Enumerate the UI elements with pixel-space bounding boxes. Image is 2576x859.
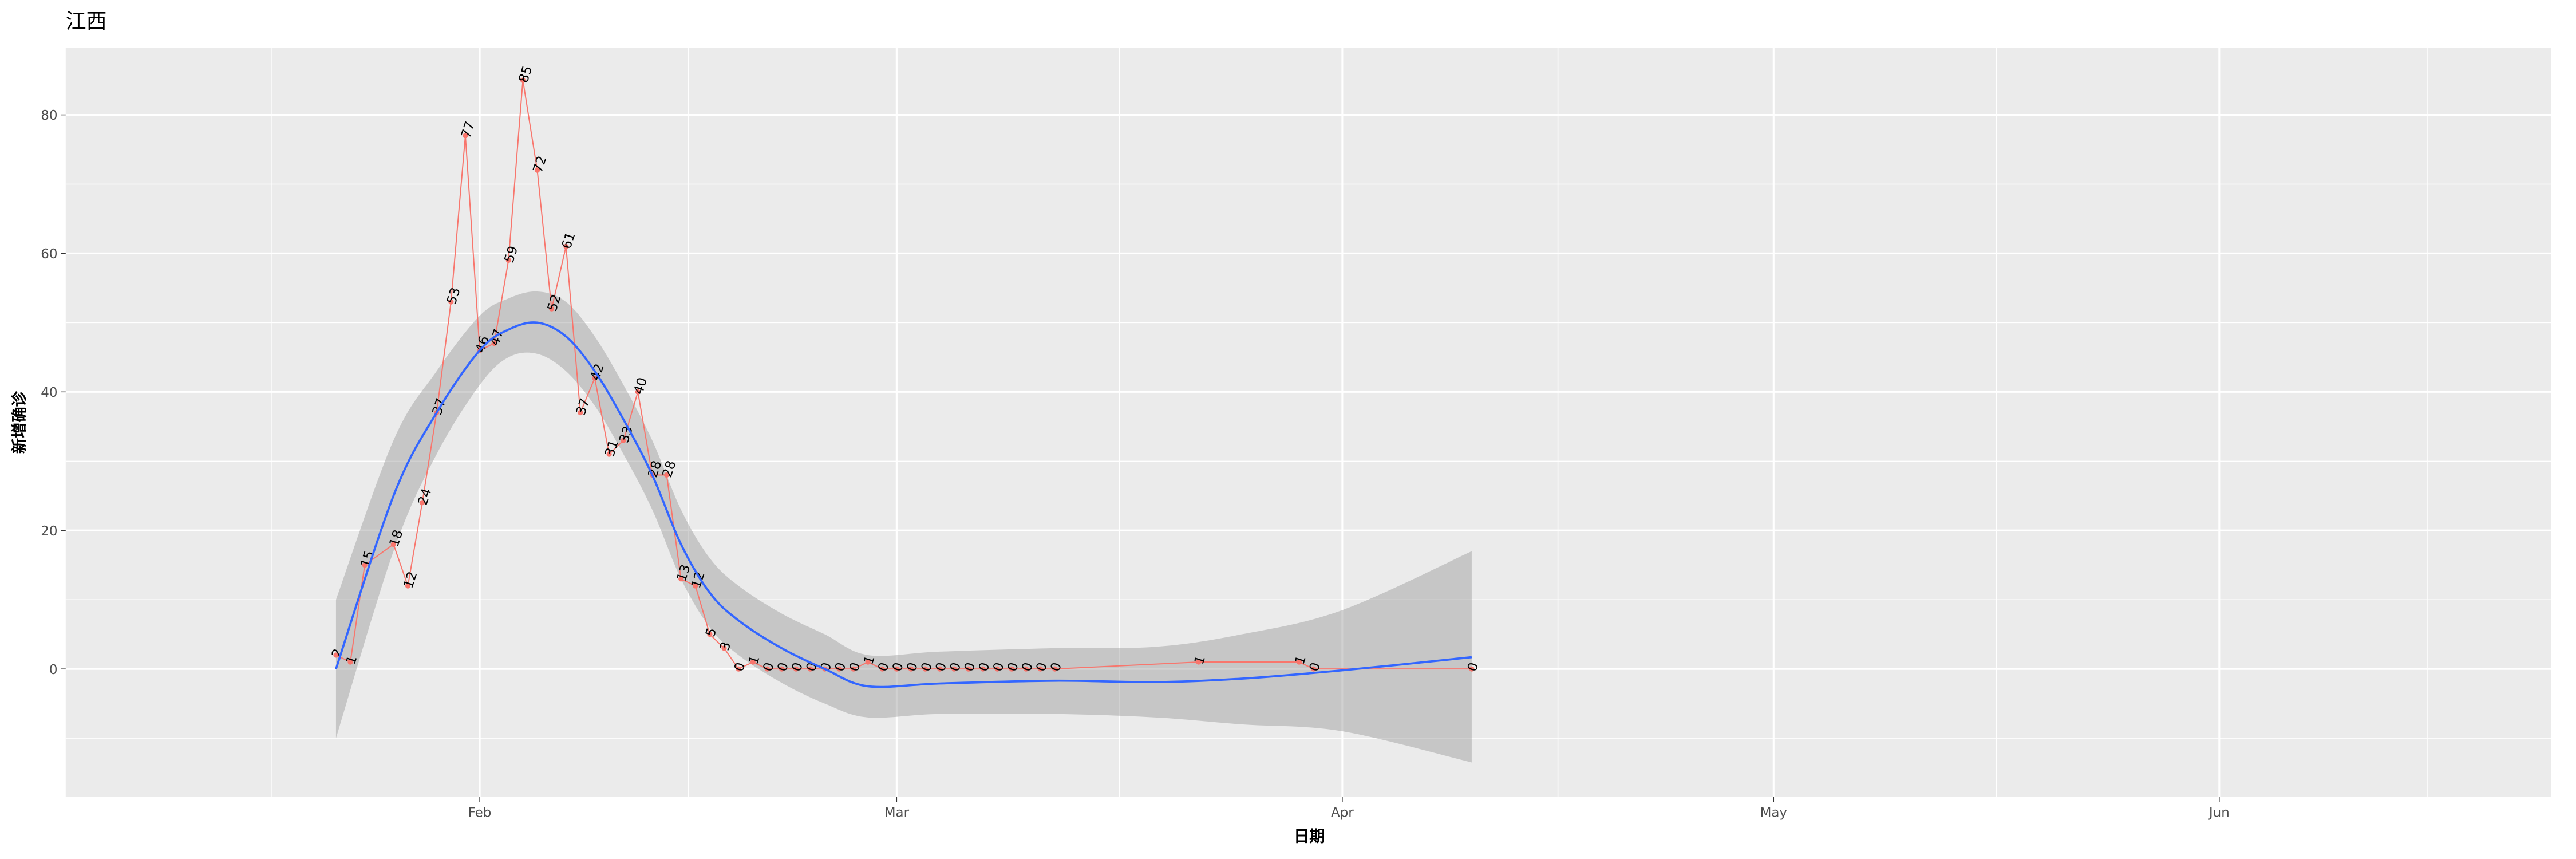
data-label: 0 <box>760 661 777 673</box>
y-tick-label: 80 <box>41 108 57 123</box>
data-label: 0 <box>962 661 978 673</box>
data-label: 0 <box>832 661 849 673</box>
smooth-line <box>335 321 1472 688</box>
data-point <box>534 167 540 173</box>
data-point <box>879 666 885 672</box>
data-point <box>1296 659 1302 665</box>
data-point <box>851 666 856 672</box>
data-point <box>463 133 468 139</box>
data-label: 1 <box>343 654 360 667</box>
x-tick-label: May <box>1760 805 1787 820</box>
data-label: 0 <box>732 661 748 673</box>
data-point <box>448 299 454 305</box>
data-point <box>1469 666 1475 672</box>
data-point <box>1196 659 1202 665</box>
data-point <box>390 541 396 547</box>
data-label: 0 <box>1465 661 1481 673</box>
y-tick-label: 40 <box>41 385 57 400</box>
data-label: 0 <box>890 661 907 673</box>
data-point <box>1023 666 1029 672</box>
data-label: 0 <box>1307 661 1323 673</box>
x-tick-label: Apr <box>1331 805 1354 820</box>
y-tick-label: 0 <box>49 663 58 677</box>
data-label: 0 <box>789 661 806 673</box>
data-label: 0 <box>818 661 835 673</box>
data-label: 1 <box>1192 654 1208 667</box>
data-point <box>606 451 612 457</box>
data-point <box>1009 666 1014 672</box>
data-label: 3 <box>717 640 734 653</box>
data-label: 5 <box>703 626 720 639</box>
data-label: 0 <box>804 661 820 673</box>
data-label: 0 <box>775 661 792 673</box>
data-point <box>736 666 741 672</box>
data-point <box>663 472 670 478</box>
data-label: 1 <box>861 654 878 667</box>
data-point <box>764 666 770 672</box>
y-axis-title: 新增确诊 <box>10 391 29 454</box>
data-point <box>592 375 598 381</box>
data-label: 1 <box>746 654 762 667</box>
x-tick-label: Jun <box>2208 805 2230 820</box>
x-tick-label: Feb <box>468 805 492 820</box>
data-point <box>1037 666 1044 672</box>
data-point <box>865 659 871 665</box>
data-point <box>678 576 684 582</box>
data-point <box>347 659 353 665</box>
data-label: 1 <box>1293 654 1309 667</box>
data-point <box>420 500 425 506</box>
data-label: 0 <box>1020 661 1036 673</box>
data-label: 0 <box>947 661 964 673</box>
data-label: 0 <box>933 661 950 673</box>
data-point <box>549 306 555 312</box>
x-tick-label: Mar <box>884 805 910 820</box>
data-point <box>966 666 971 672</box>
data-point <box>750 659 756 665</box>
data-point <box>693 583 698 589</box>
data-point <box>405 583 411 589</box>
data-point <box>937 666 943 672</box>
x-axis-title: 日期 <box>1294 828 1325 845</box>
data-point <box>635 389 641 395</box>
data-point <box>923 666 929 672</box>
y-tick-label: 60 <box>41 247 57 262</box>
data-point <box>980 666 986 672</box>
data-point <box>520 77 526 83</box>
data-point <box>836 666 842 672</box>
data-point <box>1052 666 1058 672</box>
chart-title: 江西 <box>66 10 107 33</box>
data-label: 0 <box>875 661 892 673</box>
data-point <box>994 666 1000 672</box>
data-point <box>505 257 511 263</box>
confidence-band <box>335 291 1472 763</box>
data-point <box>808 666 813 672</box>
data-point <box>721 645 727 651</box>
data-label: 0 <box>1034 661 1050 673</box>
data-label: 0 <box>919 661 935 673</box>
data-label: 0 <box>1005 661 1021 673</box>
data-point <box>951 666 957 672</box>
data-point <box>491 341 497 346</box>
data-label: 0 <box>904 661 921 673</box>
data-label: 0 <box>976 661 993 673</box>
data-point <box>894 666 899 672</box>
data-point <box>908 666 914 672</box>
data-point <box>621 438 626 443</box>
data-label: 0 <box>990 661 1007 673</box>
data-point <box>333 652 339 658</box>
data-label: 0 <box>1048 661 1065 673</box>
data-point <box>1311 666 1317 672</box>
y-tick-label: 20 <box>41 524 57 539</box>
data-point <box>362 562 368 568</box>
data-point <box>578 410 583 416</box>
data-point <box>779 666 785 672</box>
data-point <box>563 243 569 249</box>
data-point <box>707 632 713 637</box>
data-point <box>793 666 799 672</box>
data-label: 0 <box>847 661 863 673</box>
